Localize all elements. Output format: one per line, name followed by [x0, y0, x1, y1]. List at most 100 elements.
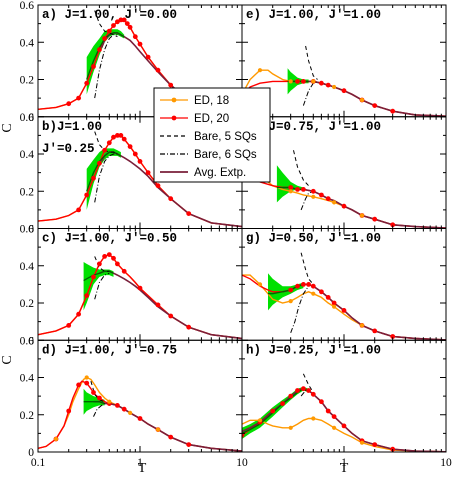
ed20-marker — [341, 203, 347, 209]
ed20-marker — [121, 268, 127, 274]
ed20-marker — [310, 391, 316, 397]
series-bare6-line — [94, 153, 118, 203]
plot-area — [38, 131, 242, 228]
ed18-marker — [107, 399, 112, 404]
y-tick-label: 0.2 — [20, 410, 35, 422]
ed20-marker — [301, 386, 306, 392]
panel-label: g) J=0.50, J'=1.00 — [246, 232, 381, 246]
y-axis-title-top: C — [0, 123, 15, 132]
ed20-marker — [84, 293, 90, 298]
ed20-marker — [306, 388, 311, 393]
panel-label: J'=0.25 — [42, 142, 95, 156]
ticks: 1 10 — [241, 339, 452, 469]
ed20-marker — [341, 308, 347, 313]
ed18-marker — [332, 425, 337, 430]
ed18-marker — [359, 323, 365, 328]
plot-area — [38, 375, 242, 452]
series-bare6-line — [93, 403, 105, 417]
y-tick-label: 0 — [28, 335, 34, 347]
series-avg-extp-line — [242, 387, 446, 452]
ed20-marker — [121, 136, 127, 142]
ed20-marker — [341, 423, 347, 429]
panel-c: 0 0.2 0.4 0.6 c) J=1.00, J'=0.50 — [20, 224, 243, 347]
extrapolation-band — [86, 29, 125, 95]
ed20-marker — [84, 80, 90, 86]
ed18-marker — [359, 97, 365, 103]
ed20-marker — [301, 282, 306, 287]
y-tick-label: 0.4 — [20, 373, 35, 385]
series-ed20-line — [242, 177, 446, 229]
y-tick-label: 0.6 — [20, 0, 35, 12]
series-bare5-line — [90, 381, 105, 403]
series-bare5-line — [94, 256, 110, 272]
ed20-marker — [91, 274, 96, 280]
ed20-marker — [288, 287, 294, 293]
ed20-marker — [145, 170, 151, 176]
ed20-marker — [115, 261, 120, 267]
panel-label: c) J=1.00, J'=0.50 — [42, 232, 177, 246]
panel-label: a) J=1.00, J'=0.00 — [42, 8, 177, 22]
series-avg-extp-line — [290, 80, 446, 117]
ed20-marker — [115, 133, 120, 138]
y-tick-label: 0.2 — [20, 75, 35, 87]
ed18-marker — [155, 427, 161, 432]
x-axis-title-left: T — [138, 461, 147, 476]
extrapolation-band — [86, 148, 121, 210]
panel-label: b)J=1.00 — [42, 120, 102, 134]
ed20-marker — [270, 408, 276, 414]
series-bare6-line — [300, 390, 309, 397]
y-tick-label: 0 — [28, 224, 34, 236]
series-bare5-line — [300, 252, 314, 285]
ed18-marker — [257, 418, 263, 423]
ed20-marker — [97, 261, 102, 267]
x-tick-label: 10 — [440, 457, 452, 469]
ed20-marker — [137, 41, 143, 47]
legend: ED, 18 ED, 20 Bare, 5 SQs Bare, 6 SQs Avg. E… — [153, 87, 271, 183]
ed20-marker — [168, 313, 174, 319]
ed20-marker — [76, 311, 81, 317]
legend-label-avg: Avg. Extp. — [194, 167, 246, 179]
ed18-marker — [359, 440, 365, 445]
series-ed18-line — [242, 69, 446, 117]
ed20-marker — [66, 408, 72, 414]
ed20-marker — [319, 289, 324, 295]
ed18-marker — [257, 68, 263, 73]
ticks: 0 0.2 0.4 0.6 — [20, 224, 242, 347]
y-tick-label: 0 — [28, 112, 34, 124]
plot-area — [242, 150, 446, 229]
series-bare6-line — [94, 34, 118, 99]
ed20-marker — [186, 442, 192, 447]
ed20-marker — [168, 196, 174, 202]
ticks: 0 0.2 0.4 0.6 0.1 1 10 — [20, 335, 248, 469]
ed20-marker — [301, 187, 306, 192]
panel-g: g) J=0.50, J'=1.00 — [241, 228, 447, 341]
ed18-marker — [332, 84, 337, 90]
plot-area — [242, 45, 446, 117]
ed20-marker — [145, 54, 151, 60]
ed20-marker — [111, 134, 116, 140]
panel-label: f) J=0.75, J'=1.00 — [246, 120, 381, 134]
ed20-marker — [280, 401, 285, 406]
ed20-marker — [91, 64, 96, 69]
series-avg-extp-line — [93, 400, 242, 452]
ed20-marker — [91, 390, 96, 395]
ed18-marker — [53, 436, 59, 442]
ticks — [241, 4, 446, 118]
ed20-marker — [124, 21, 130, 26]
x-tick-label: 1 — [341, 457, 347, 469]
legend-box — [153, 87, 271, 183]
panel-label: e) J=1.00, J'=1.00 — [246, 8, 381, 22]
ed20-marker — [132, 151, 138, 157]
ed20-marker — [331, 300, 337, 306]
series-bare6-line — [302, 80, 318, 106]
legend-marker-ed18 — [171, 97, 177, 103]
ed20-marker — [118, 17, 124, 23]
ed20-marker — [390, 334, 396, 339]
ed20-marker — [132, 34, 138, 40]
ed20-marker — [84, 380, 90, 386]
ed20-marker — [325, 408, 331, 414]
ed20-marker — [91, 175, 96, 181]
y-tick-label: 0.6 — [20, 224, 35, 236]
extrapolation-band — [242, 386, 309, 439]
